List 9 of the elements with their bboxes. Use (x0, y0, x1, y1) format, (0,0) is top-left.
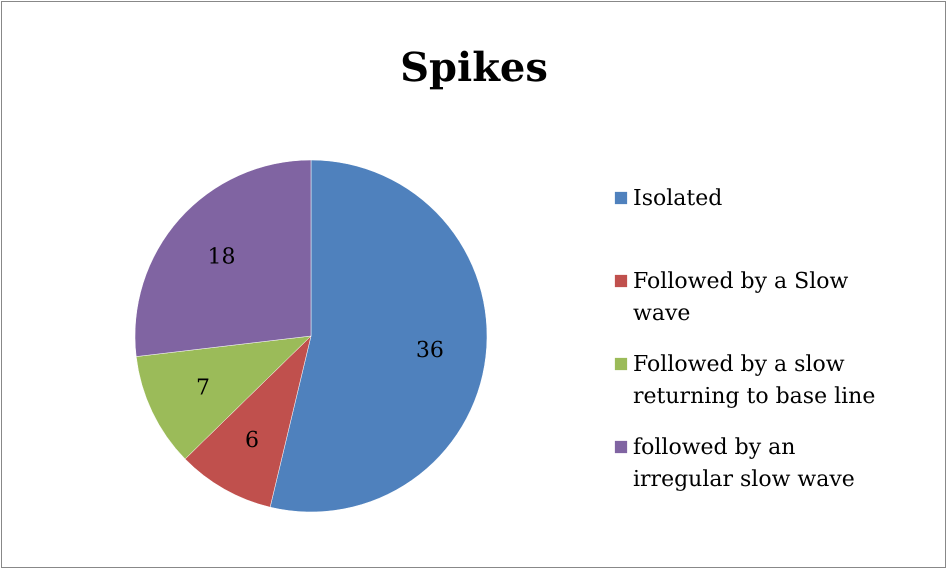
data-label: 7 (196, 376, 210, 401)
legend-label: Isolated (633, 186, 722, 211)
legend-label: Followed by a Slow wave (633, 269, 849, 326)
data-label: 36 (416, 338, 444, 363)
data-label: 18 (208, 244, 236, 270)
data-label: 6 (244, 428, 259, 454)
legend-label: Followed by a slow returning to base line (633, 352, 876, 409)
chart-title: Spikes (400, 44, 548, 91)
legend-label: followed by an irregular slow wave (633, 435, 855, 492)
